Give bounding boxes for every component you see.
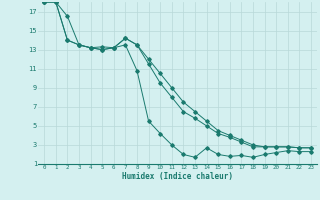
X-axis label: Humidex (Indice chaleur): Humidex (Indice chaleur) [122, 172, 233, 181]
